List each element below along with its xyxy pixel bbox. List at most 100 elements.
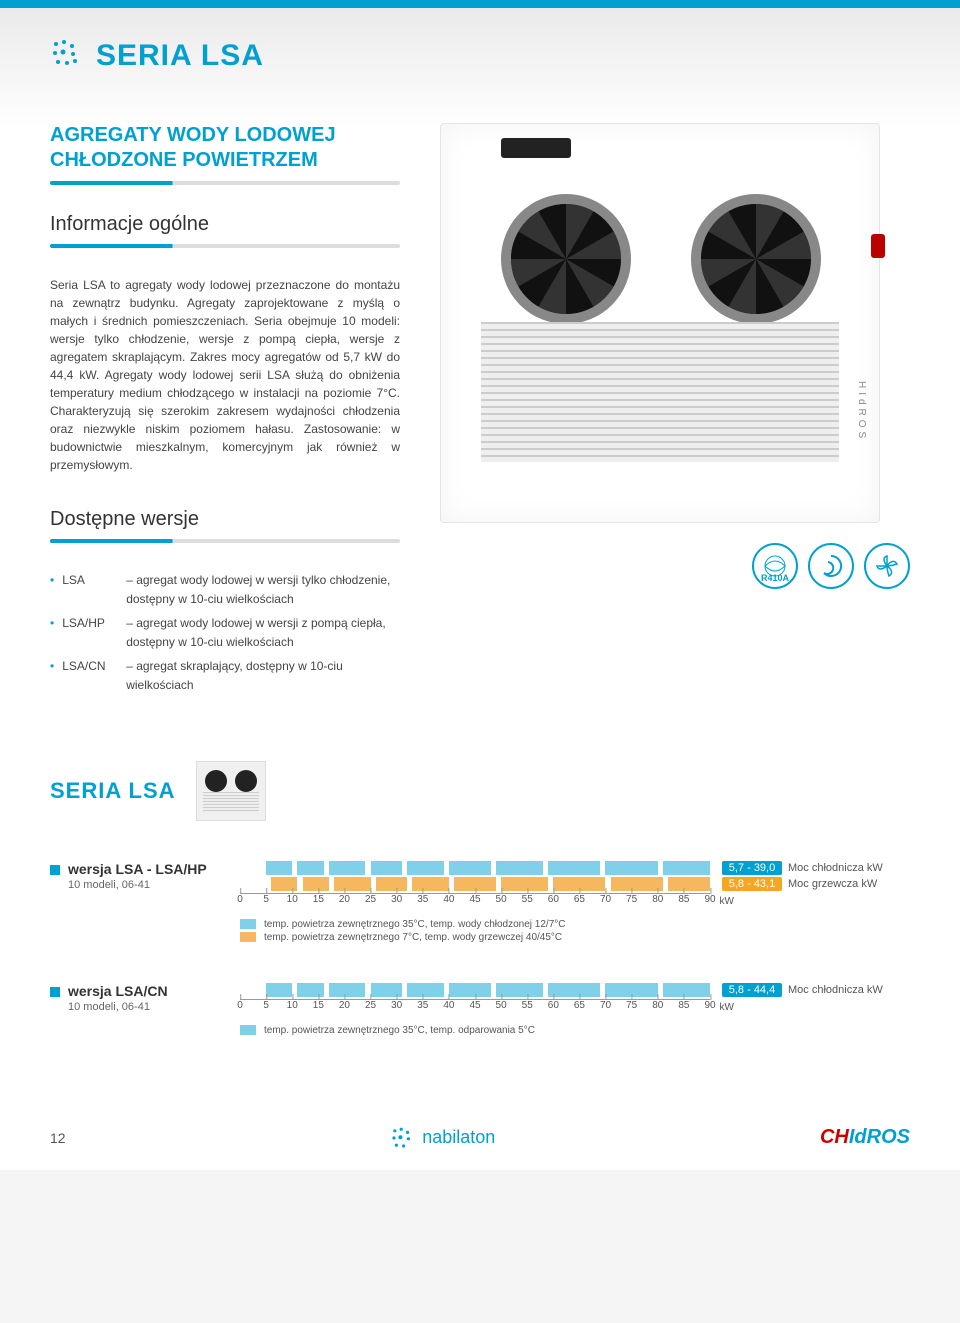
legend-swatch-icon <box>240 1025 256 1035</box>
range-value-badge: 5,7 - 39,0 <box>722 861 782 875</box>
versions-block: Dostępne wersje •LSA– agregat wody lodow… <box>50 508 400 695</box>
axis-tick: 35 <box>417 1000 428 1011</box>
legend-swatch-icon <box>240 932 256 942</box>
axis-tick: 80 <box>652 1000 663 1011</box>
intro-title-line2: CHŁODZONE POWIETRZEM <box>50 149 318 171</box>
bar-segment <box>407 983 444 997</box>
bar-segment <box>663 861 710 875</box>
axis-tick: 75 <box>626 894 637 905</box>
axis-tick: 55 <box>522 1000 533 1011</box>
intro-title: AGREGATY WODY LODOWEJ CHŁODZONE POWIETRZ… <box>50 123 400 173</box>
bar-segment <box>501 877 548 891</box>
range-metric: 5,8 - 43,1Moc grzewcza kW <box>722 877 910 891</box>
bar-segment <box>271 877 297 891</box>
badges-row: R410A <box>440 543 910 589</box>
fan-badge-icon <box>864 543 910 589</box>
range-value-badge: 5,8 - 44,4 <box>722 983 782 997</box>
range-bar <box>240 861 710 875</box>
axis-tick: 50 <box>496 1000 507 1011</box>
range-axis: 051015202530354045505560657075808590kW <box>240 893 710 909</box>
range-chart: 051015202530354045505560657075808590kW <box>240 983 710 1015</box>
bullet-icon: • <box>50 657 54 694</box>
version-desc: – agregat wody lodowej w wersji tylko ch… <box>126 571 400 608</box>
bar-segment <box>496 861 543 875</box>
range-version-title: wersja LSA - LSA/HP <box>50 861 240 877</box>
bullet-icon: • <box>50 614 54 651</box>
brand-hidros: CHIdROS <box>820 1126 910 1149</box>
axis-tick: 0 <box>237 894 243 905</box>
axis-tick: 90 <box>704 1000 715 1011</box>
bar-segment <box>449 861 491 875</box>
axis-tick: 30 <box>391 894 402 905</box>
versions-heading: Dostępne wersje <box>50 508 400 531</box>
range-metric: 5,7 - 39,0 Moc chłodnicza kW <box>722 861 910 875</box>
bar-segment <box>297 983 323 997</box>
axis-tick: 25 <box>365 894 376 905</box>
axis-tick: 20 <box>339 1000 350 1011</box>
bar-segment <box>548 983 600 997</box>
axis-tick: 70 <box>600 894 611 905</box>
bars-stack <box>240 861 710 891</box>
top-accent-bar <box>0 0 960 8</box>
range-legend: temp. powietrza zewnętrznego 35°C, temp.… <box>240 919 910 943</box>
range-metric-label: Moc grzewcza kW <box>788 878 877 890</box>
range-left: wersja LSA/CN 10 modeli, 06-41 <box>50 983 240 1013</box>
axis-tick: 65 <box>574 894 585 905</box>
spiral-badge-icon <box>808 543 854 589</box>
product-side-label: HIdROS <box>856 381 867 442</box>
axis-tick: 10 <box>287 894 298 905</box>
fan-icon <box>691 194 821 324</box>
version-item: •LSA/HP– agregat wody lodowej w wersji z… <box>50 614 400 651</box>
range-chart: 051015202530354045505560657075808590kW <box>240 861 710 909</box>
axis-tick: 15 <box>313 894 324 905</box>
bar-segment <box>496 983 543 997</box>
page-body: SERIA LSA AGREGATY WODY LODOWEJ CHŁODZON… <box>0 8 960 1170</box>
axis-tick: 40 <box>443 894 454 905</box>
bar-segment <box>297 861 323 875</box>
intro-title-line1: AGREGATY WODY LODOWEJ <box>50 124 336 146</box>
axis-tick: 60 <box>548 1000 559 1011</box>
legend-text: temp. powietrza zewnętrznego 7°C, temp. … <box>264 932 562 943</box>
series-marker-icon <box>50 987 60 997</box>
axis-tick: 30 <box>391 1000 402 1011</box>
grille-icon <box>481 322 839 462</box>
version-item: •LSA/CN– agregat skraplający, dostępny w… <box>50 657 400 694</box>
axis-tick: 85 <box>678 894 689 905</box>
page-title: SERIA LSA <box>96 39 264 73</box>
knob-icon <box>871 234 885 258</box>
brand-dots-icon <box>50 38 80 73</box>
title-row: SERIA LSA <box>50 38 910 73</box>
range-metric-label: Moc chłodnicza kW <box>788 862 883 874</box>
range-row: wersja LSA/CN10 modeli, 06-4105101520253… <box>50 983 910 1015</box>
axis-tick: 90 <box>704 894 715 905</box>
axis-tick: 5 <box>263 894 269 905</box>
axis-tick: 80 <box>652 894 663 905</box>
page-footer: 12 nabilaton CHIdROS <box>50 1126 910 1150</box>
intro-body: Seria LSA to agregaty wody lodowej przez… <box>50 276 400 474</box>
range-legend: temp. powietrza zewnętrznego 35°C, temp.… <box>240 1025 910 1036</box>
ranges-container: wersja LSA - LSA/HP 10 modeli, 06-41 0 5 10 1… <box>50 861 910 1036</box>
range-version-subtitle: 10 modeli, 06-41 <box>68 1001 240 1013</box>
brand-nabilaton-text: nabilaton <box>422 1127 495 1148</box>
bar-segment <box>407 861 444 875</box>
legend-row: temp. powietrza zewnętrznego 7°C, temp. … <box>240 932 910 943</box>
divider <box>50 181 400 185</box>
bar-segment <box>303 877 329 891</box>
range-version-subtitle: 10 modeli, 06-41 <box>68 879 240 891</box>
intro-columns: AGREGATY WODY LODOWEJ CHŁODZONE POWIETRZ… <box>50 123 910 701</box>
product-image: HIdROS <box>440 123 880 523</box>
axis-unit: kW <box>720 896 734 907</box>
bar-segment <box>611 877 663 891</box>
brand-nabilaton: nabilaton <box>390 1126 495 1150</box>
legend-row: temp. powietrza zewnętrznego 35°C, temp.… <box>240 919 910 930</box>
range-right: 5,8 - 44,4Moc chłodnicza kW <box>710 983 910 999</box>
divider <box>50 539 400 543</box>
brand-hidros-part1: CH <box>820 1126 849 1148</box>
bar-segment <box>329 861 366 875</box>
series-marker-icon <box>50 865 60 875</box>
bar-segment <box>605 861 657 875</box>
series-heading: SERIA LSA <box>50 778 176 804</box>
legend-swatch-icon <box>240 919 256 929</box>
range-version-title: wersja LSA/CN <box>50 983 240 999</box>
bar-segment <box>371 861 402 875</box>
